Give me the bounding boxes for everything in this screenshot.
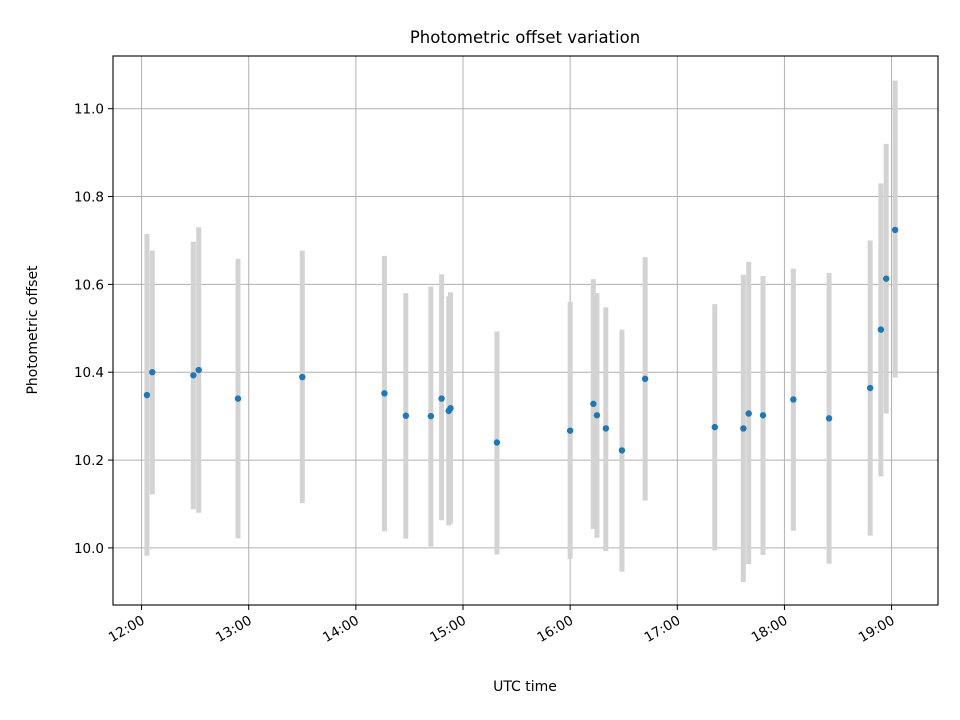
y-tick-label: 10.8 bbox=[74, 190, 104, 206]
data-point bbox=[790, 396, 797, 403]
data-point bbox=[711, 423, 718, 431]
data-point bbox=[866, 384, 874, 392]
data-point bbox=[493, 439, 501, 446]
y-axis: 10.0 10.2 10.4 10.6 10.8 11.0 bbox=[74, 102, 113, 557]
data-point bbox=[825, 415, 833, 422]
data-point bbox=[745, 410, 752, 417]
data-point bbox=[381, 390, 388, 397]
chart-title: Photometric offset variation bbox=[410, 28, 640, 47]
y-tick-label: 10.6 bbox=[74, 277, 104, 293]
data-point bbox=[593, 412, 601, 419]
data-point bbox=[759, 412, 767, 419]
data-point bbox=[234, 395, 242, 402]
data-point bbox=[618, 447, 626, 454]
y-tick-label: 11.0 bbox=[74, 102, 104, 118]
y-tick-label: 10.4 bbox=[74, 365, 104, 381]
data-point bbox=[190, 372, 197, 379]
x-axis-label: UTC time bbox=[493, 679, 557, 695]
data-point bbox=[299, 373, 306, 381]
data-point bbox=[447, 405, 454, 412]
data-point bbox=[740, 425, 747, 432]
y-tick-label: 10.0 bbox=[74, 541, 104, 557]
data-point bbox=[566, 427, 574, 434]
data-point bbox=[877, 326, 885, 333]
data-point bbox=[402, 412, 410, 419]
data-point bbox=[883, 275, 890, 282]
data-point bbox=[143, 391, 151, 399]
plot-frame bbox=[112, 55, 939, 606]
data-point bbox=[427, 412, 435, 420]
data-point bbox=[149, 369, 156, 376]
data-point bbox=[590, 400, 597, 408]
y-tick-label: 10.2 bbox=[74, 453, 104, 469]
data-point bbox=[891, 226, 899, 234]
data-point bbox=[602, 425, 610, 432]
data-point bbox=[438, 395, 445, 402]
data-point bbox=[641, 375, 649, 383]
data-point bbox=[195, 366, 202, 374]
data-points bbox=[143, 226, 899, 454]
y-axis-label: Photometric offset bbox=[25, 265, 41, 395]
